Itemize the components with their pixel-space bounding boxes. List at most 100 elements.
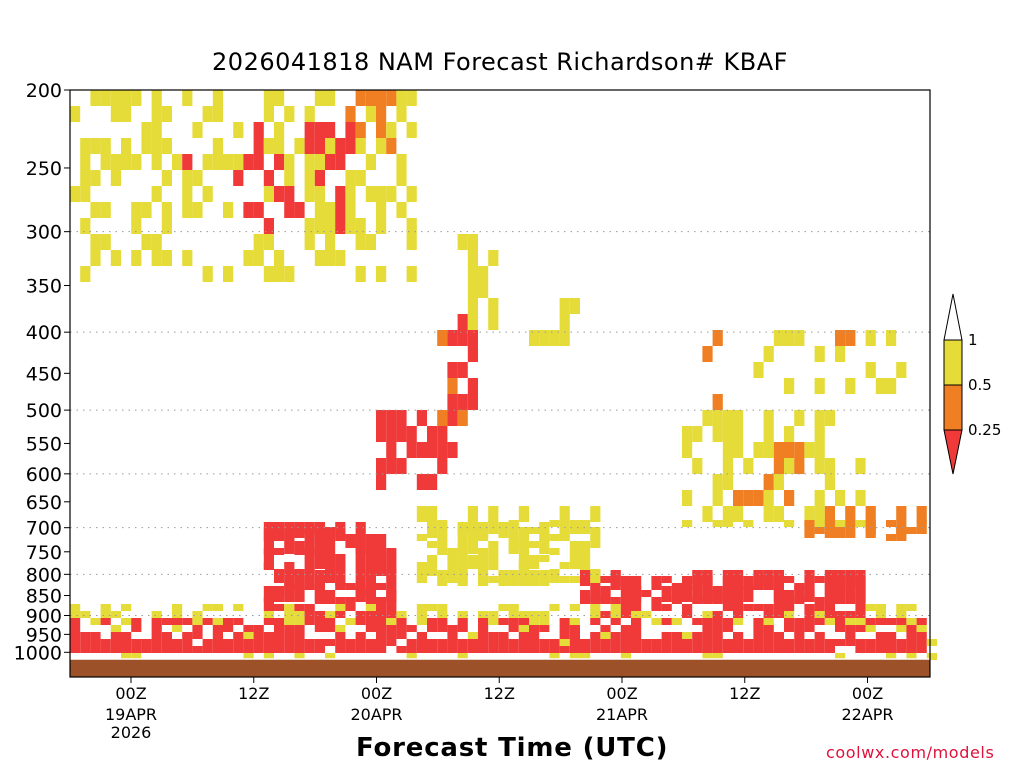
ri-cell-0.5_1 bbox=[172, 604, 183, 611]
ri-cell-0.5_1 bbox=[263, 138, 274, 154]
ri-cell-lt_0.25 bbox=[631, 632, 642, 639]
ri-cell-0.5_1 bbox=[345, 218, 356, 234]
ri-cell-lt_0.25 bbox=[743, 639, 754, 646]
ri-cell-0.5_1 bbox=[692, 426, 703, 442]
ri-cell-lt_0.25 bbox=[335, 555, 346, 562]
ri-cell-lt_0.25 bbox=[284, 646, 295, 653]
ri-cell-lt_0.25 bbox=[294, 541, 305, 548]
ri-cell-lt_0.25 bbox=[314, 583, 325, 590]
ri-cell-0.5_1 bbox=[824, 458, 835, 474]
ri-cell-lt_0.25 bbox=[620, 639, 631, 646]
ri-cell-lt_0.25 bbox=[896, 618, 907, 625]
credit-link[interactable]: coolwx.com/models bbox=[826, 743, 995, 762]
ri-cell-0.5_1 bbox=[549, 330, 560, 346]
ri-cell-0.5_1 bbox=[161, 170, 172, 186]
ri-cell-0.5_1 bbox=[447, 548, 458, 555]
ri-cell-0.5_1 bbox=[896, 362, 907, 378]
ri-cell-lt_0.25 bbox=[253, 122, 264, 138]
ri-cell-lt_0.25 bbox=[223, 646, 234, 653]
ri-cell-0.5_1 bbox=[814, 426, 825, 442]
ri-cell-lt_0.25 bbox=[365, 570, 376, 586]
ri-cell-lt_0.25 bbox=[294, 576, 305, 583]
ri-cell-lt_0.25 bbox=[712, 618, 723, 625]
ri-cell-lt_0.25 bbox=[365, 534, 376, 541]
ri-cell-lt_0.25 bbox=[274, 639, 285, 646]
ri-cell-lt_0.25 bbox=[916, 618, 927, 625]
ri-cell-lt_0.25 bbox=[365, 538, 376, 554]
ri-cell-lt_0.25 bbox=[784, 597, 795, 604]
ri-cell-lt_0.25 bbox=[682, 639, 693, 646]
ri-cell-lt_0.25 bbox=[600, 576, 611, 583]
ri-cell-0.5_1 bbox=[855, 618, 866, 625]
ri-cell-0.25_0.5 bbox=[916, 527, 927, 534]
ri-cell-0.5_1 bbox=[590, 534, 601, 541]
ri-cell-lt_0.25 bbox=[355, 522, 366, 538]
ri-cell-lt_0.25 bbox=[457, 639, 468, 646]
ri-cell-0.5_1 bbox=[386, 122, 397, 138]
ri-cell-0.5_1 bbox=[406, 266, 417, 282]
ri-cell-lt_0.25 bbox=[437, 618, 448, 625]
ri-cell-lt_0.25 bbox=[304, 583, 315, 590]
ri-cell-0.5_1 bbox=[467, 555, 478, 562]
ri-cell-lt_0.25 bbox=[712, 597, 723, 604]
ri-cell-lt_0.25 bbox=[631, 604, 642, 611]
ri-cell-0.5_1 bbox=[559, 330, 570, 346]
ri-cell-0.5_1 bbox=[712, 520, 723, 527]
ri-cell-lt_0.25 bbox=[253, 154, 264, 170]
ri-cell-0.5_1 bbox=[682, 632, 693, 639]
ri-cell-lt_0.25 bbox=[335, 611, 346, 618]
ri-cell-lt_0.25 bbox=[427, 625, 438, 632]
ri-cell-0.5_1 bbox=[325, 202, 336, 218]
ri-cell-0.5_1 bbox=[784, 330, 795, 346]
ri-cell-0.5_1 bbox=[733, 410, 744, 426]
ri-cell-0.5_1 bbox=[855, 458, 866, 474]
ri-cell-0.25_0.5 bbox=[845, 330, 856, 346]
ri-cell-0.5_1 bbox=[855, 520, 866, 527]
ri-cell-0.5_1 bbox=[814, 520, 825, 527]
ri-cell-lt_0.25 bbox=[610, 618, 621, 625]
ri-cell-lt_0.25 bbox=[304, 569, 315, 576]
y-tick-label-550: 550 bbox=[26, 433, 62, 455]
ri-cell-lt_0.25 bbox=[855, 604, 866, 611]
ri-cell-lt_0.25 bbox=[590, 632, 601, 639]
ri-cell-lt_0.25 bbox=[722, 646, 733, 653]
ri-cell-0.5_1 bbox=[121, 604, 132, 611]
ri-cell-lt_0.25 bbox=[896, 646, 907, 653]
ri-cell-0.5_1 bbox=[172, 625, 183, 632]
ri-cell-0.5_1 bbox=[365, 604, 376, 611]
ri-cell-0.5_1 bbox=[580, 548, 591, 555]
ri-cell-0.5_1 bbox=[396, 106, 407, 122]
ri-cell-lt_0.25 bbox=[376, 548, 387, 555]
ri-cell-0.5_1 bbox=[539, 611, 550, 618]
ri-cell-lt_0.25 bbox=[253, 202, 264, 218]
ri-cell-0.5_1 bbox=[182, 90, 193, 106]
ri-cell-lt_0.25 bbox=[773, 632, 784, 639]
ri-cell-lt_0.25 bbox=[314, 541, 325, 548]
ri-cell-0.5_1 bbox=[406, 90, 417, 106]
ri-cell-0.25_0.5 bbox=[763, 474, 774, 490]
ri-cell-0.5_1 bbox=[406, 234, 417, 250]
ri-cell-0.5_1 bbox=[784, 458, 795, 474]
ri-cell-0.5_1 bbox=[447, 576, 458, 583]
ri-cell-lt_0.25 bbox=[161, 646, 172, 653]
ri-cell-lt_0.25 bbox=[692, 639, 703, 646]
ri-cell-0.5_1 bbox=[437, 534, 448, 541]
ri-cell-0.5_1 bbox=[569, 527, 580, 534]
ri-cell-0.5_1 bbox=[886, 653, 897, 660]
ri-cell-lt_0.25 bbox=[284, 625, 295, 632]
ri-cell-lt_0.25 bbox=[733, 632, 744, 639]
ri-cell-lt_0.25 bbox=[651, 639, 662, 646]
ri-cell-0.25_0.5 bbox=[845, 522, 856, 538]
ri-cell-0.5_1 bbox=[549, 534, 560, 541]
ri-cell-0.5_1 bbox=[396, 170, 407, 186]
ri-cell-lt_0.25 bbox=[131, 646, 142, 653]
ri-cell-lt_0.25 bbox=[906, 639, 917, 646]
ri-cell-0.5_1 bbox=[100, 138, 111, 154]
ri-cell-0.5_1 bbox=[814, 442, 825, 458]
ri-cell-lt_0.25 bbox=[814, 639, 825, 646]
ri-cell-lt_0.25 bbox=[692, 586, 703, 602]
y-tick-label-700: 700 bbox=[26, 518, 62, 540]
x-tick-label: 00Z bbox=[606, 684, 637, 703]
ri-cell-lt_0.25 bbox=[620, 604, 631, 611]
ri-cell-0.5_1 bbox=[549, 576, 560, 583]
